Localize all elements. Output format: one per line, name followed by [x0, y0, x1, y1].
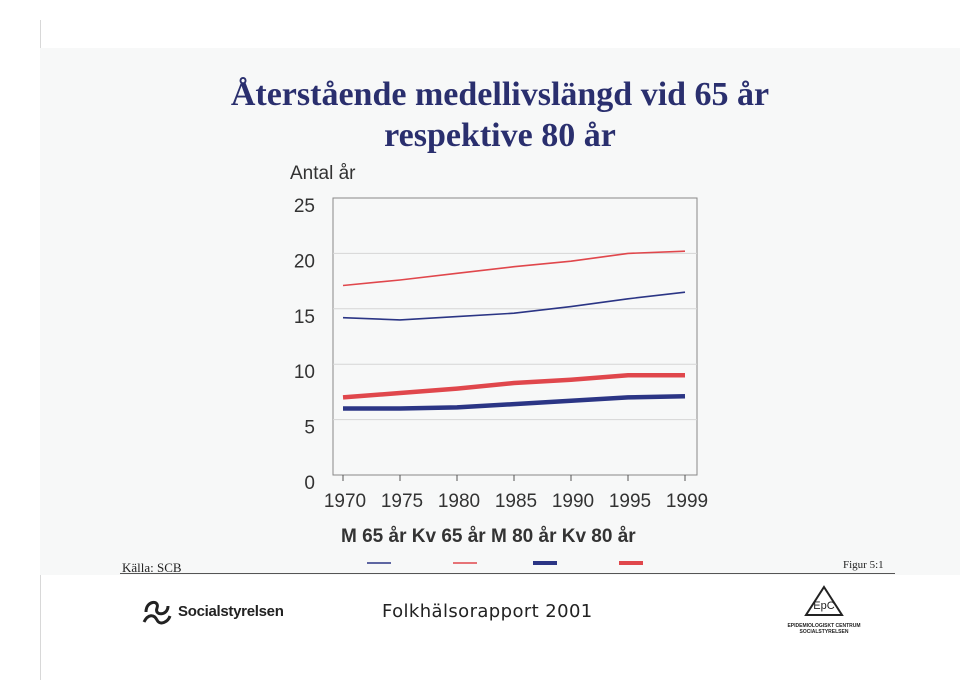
- x-tick-labels: 1970 1975 1980 1985 1990 1995 1999: [324, 491, 708, 512]
- legend-text: M 65 år Kv 65 år M 80 år Kv 80 år: [341, 526, 636, 547]
- y-tick-label: 15: [294, 307, 315, 328]
- x-tick-label: 1985: [495, 491, 537, 512]
- x-tick-label: 1970: [324, 491, 366, 512]
- report-title: Folkhälsorapport 2001: [382, 601, 593, 622]
- series-line: [343, 394, 686, 411]
- series-line: [342, 291, 686, 321]
- epc-subtitle-1: EPIDEMIOLOGISKT CENTRUM: [787, 623, 861, 629]
- footer-divider: [120, 573, 895, 574]
- chart-title-line2: respektive 80 år: [384, 117, 616, 154]
- chart-title-line1: Återstående medellivslängd vid 65 år: [230, 76, 770, 113]
- epc-badge-text: EpC: [813, 600, 834, 612]
- x-tick-label: 1975: [381, 491, 423, 512]
- epc-triangle-icon: EpC: [804, 585, 844, 616]
- epc-subtitle-2: SOCIALSTYRELSEN: [799, 629, 849, 635]
- y-tick-label: 10: [294, 362, 315, 383]
- y-axis-label: Antal år: [290, 163, 356, 184]
- x-tick-label: 1980: [438, 491, 480, 512]
- y-tick-label: 25: [294, 196, 315, 217]
- source-note: Källa: SCB: [122, 560, 182, 575]
- figure-number: Figur 5:1: [843, 559, 884, 571]
- series-line: [342, 250, 686, 287]
- x-tick-label: 1990: [552, 491, 594, 512]
- slide-background: [40, 48, 960, 575]
- socialstyrelsen-emblem-icon: [142, 601, 172, 625]
- grid-lines: [332, 197, 698, 481]
- x-tick-label: 1999: [666, 491, 708, 512]
- y-tick-labels: 0 5 10 15 20 25: [294, 196, 315, 494]
- y-tick-label: 5: [304, 418, 315, 439]
- y-tick-label: 20: [294, 251, 315, 272]
- epc-logo: EpC EPIDEMIOLOGISKT CENTRUM SOCIALSTYREL…: [784, 584, 864, 635]
- plot-frame: [332, 197, 698, 476]
- series-lines: [342, 250, 686, 411]
- x-tick-label: 1995: [609, 491, 651, 512]
- series-line: [342, 373, 685, 400]
- socialstyrelsen-logo: Socialstyrelsen: [140, 596, 284, 626]
- y-tick-label: 0: [304, 473, 315, 494]
- publisher-name: Socialstyrelsen: [178, 602, 284, 620]
